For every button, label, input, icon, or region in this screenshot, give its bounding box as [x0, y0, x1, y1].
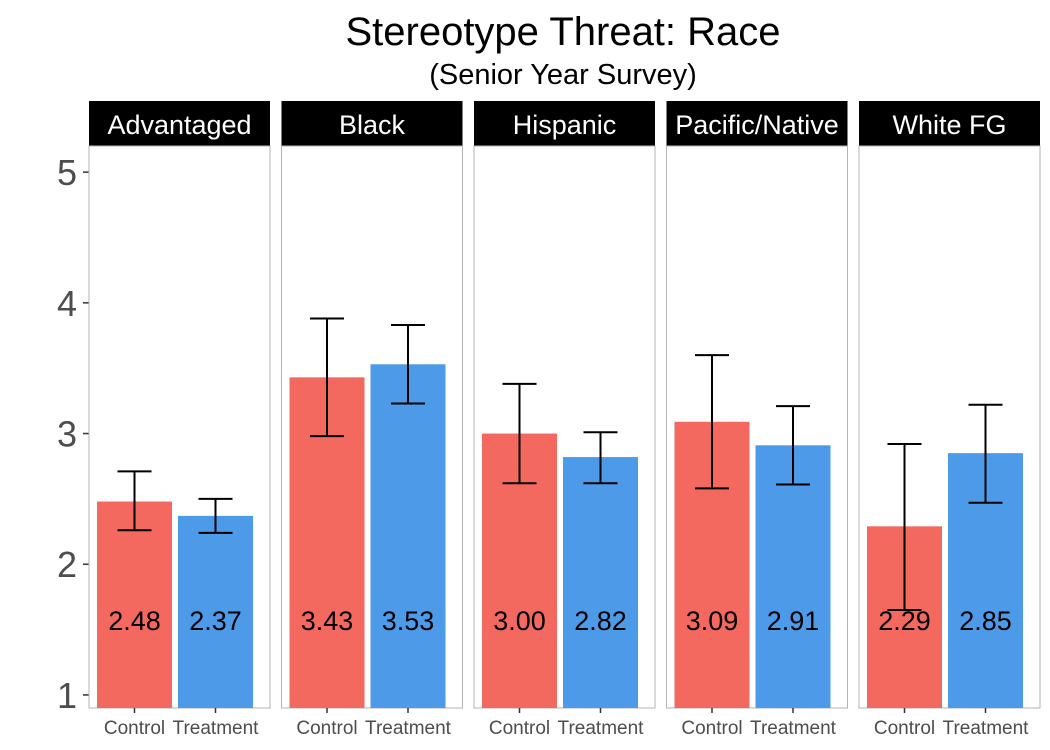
chart-subtitle: (Senior Year Survey) — [429, 59, 697, 91]
x-tick-label: Control — [489, 718, 550, 739]
facet-strip-label: Black — [339, 110, 406, 140]
x-tick-label: Treatment — [943, 718, 1030, 739]
chart-title: Stereotype Threat: Race — [345, 10, 780, 54]
x-tick-label: Control — [681, 718, 742, 739]
panels: Advantaged 2.48 Control 2.37 Treatment Black 3… — [88, 101, 1041, 739]
bar — [563, 457, 638, 708]
facet-panel: Advantaged 2.48 Control 2.37 Treatment — [88, 101, 271, 739]
facet-panel: Pacific/Native 3.09 Control 2.91 Treatment — [666, 101, 848, 739]
facet-strip — [474, 101, 655, 146]
data-label: 2.85 — [959, 606, 1012, 636]
facet-panel: White FG 2.29 Control 2.85 Treatment — [858, 101, 1041, 739]
y-tick-label: 2 — [57, 544, 77, 585]
data-label: 3.09 — [686, 606, 739, 636]
y-tick-label: 3 — [57, 414, 77, 455]
facet-strip — [859, 101, 1040, 146]
x-tick-label: Treatment — [558, 718, 645, 739]
x-tick-label: Treatment — [173, 718, 260, 739]
bar — [370, 364, 446, 708]
data-label: 2.82 — [574, 606, 627, 636]
bar — [755, 445, 831, 708]
bar — [97, 501, 172, 708]
facet-strip — [89, 101, 270, 146]
data-label: 3.53 — [382, 606, 435, 636]
y-tick-label: 1 — [57, 675, 77, 716]
x-tick-label: Treatment — [365, 718, 452, 739]
y-axis: 1 2 3 4 5 — [57, 152, 89, 716]
data-label: 2.37 — [189, 606, 242, 636]
bar — [178, 515, 253, 708]
facet-strip — [281, 101, 463, 146]
facet-strip — [666, 101, 848, 146]
facet-strip-label: Advantaged — [107, 110, 251, 140]
data-label: 2.91 — [767, 606, 820, 636]
facet-strip-label: Pacific/Native — [675, 110, 839, 140]
facet-strip-label: White FG — [892, 110, 1006, 140]
facet-panel: Hispanic 3.00 Control 2.82 Treatment — [473, 101, 656, 739]
x-tick-label: Control — [874, 718, 935, 739]
y-tick-label: 5 — [57, 152, 77, 193]
data-label: 3.00 — [493, 606, 546, 636]
x-tick-label: Treatment — [750, 718, 837, 739]
x-tick-label: Control — [296, 718, 357, 739]
data-label: 2.29 — [878, 606, 931, 636]
y-tick-label: 4 — [57, 283, 77, 324]
data-label: 3.43 — [301, 606, 354, 636]
facet-panel: Black 3.43 Control 3.53 Treatment — [281, 101, 463, 739]
data-label: 2.48 — [108, 606, 161, 636]
x-tick-label: Control — [104, 718, 165, 739]
facet-strip-label: Hispanic — [513, 110, 617, 140]
